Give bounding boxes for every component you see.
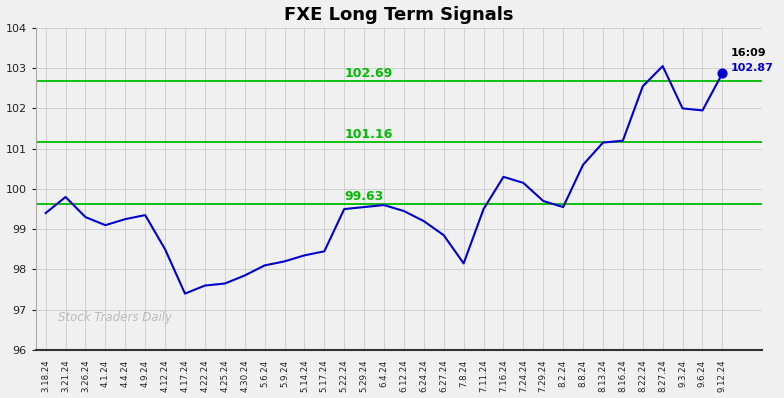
Text: 102.87: 102.87 — [731, 63, 773, 73]
Text: 102.69: 102.69 — [344, 66, 393, 80]
Point — [716, 70, 728, 76]
Text: Stock Traders Daily: Stock Traders Daily — [57, 311, 172, 324]
Text: 101.16: 101.16 — [344, 128, 393, 141]
Title: FXE Long Term Signals: FXE Long Term Signals — [285, 6, 514, 23]
Text: 99.63: 99.63 — [344, 190, 383, 203]
Text: 16:09: 16:09 — [731, 49, 766, 59]
